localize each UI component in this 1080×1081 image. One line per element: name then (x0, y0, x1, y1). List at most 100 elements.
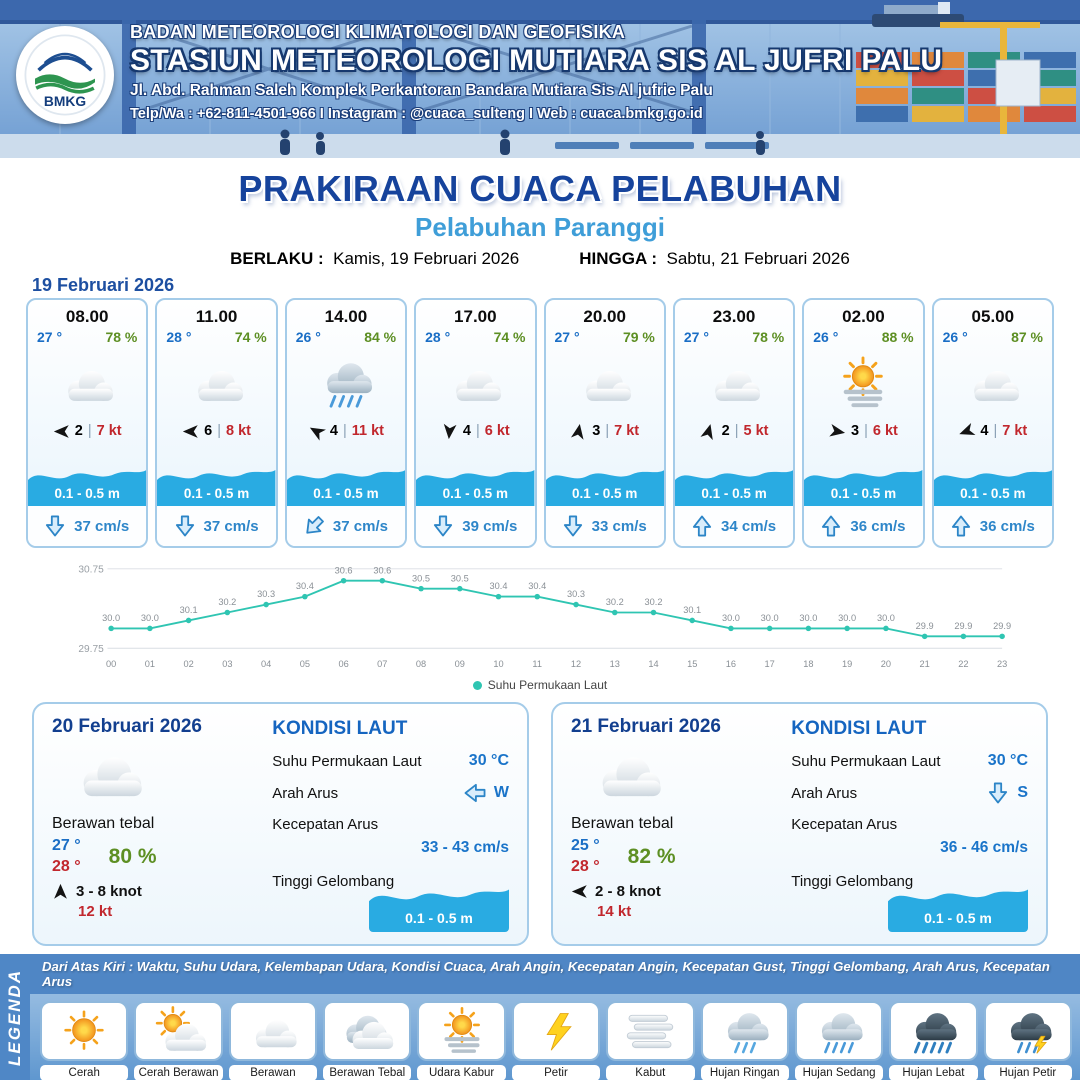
wind-row: 3 | 7 kt (570, 419, 639, 443)
svg-text:29.9: 29.9 (954, 621, 972, 631)
current-direction-row: Arah Arus W (272, 782, 509, 804)
svg-text:30.75: 30.75 (78, 564, 104, 575)
separator: | (475, 423, 480, 439)
separator: | (605, 423, 610, 439)
card-humidity: 78 % (752, 329, 785, 345)
wind-row: 6 | 8 kt (182, 419, 251, 443)
weather-berawan-icon (585, 738, 781, 813)
svg-text:04: 04 (261, 659, 271, 669)
current-speed-value: 36 - 46 cm/s (940, 839, 1028, 856)
sea-conditions-title: KONDISI LAUT (272, 718, 408, 739)
current-speed: 37 cm/s (203, 517, 259, 535)
legend-item-hujan-lebat: Hujan Lebat (889, 1001, 978, 1081)
card-time: 14.00 (324, 307, 368, 326)
sst-value: 30 °C (987, 752, 1028, 769)
svg-text:30.0: 30.0 (722, 613, 740, 623)
wind-speed: 6 (204, 423, 213, 439)
station-address: Jl. Abd. Rahman Saleh Komplek Perkantora… (130, 82, 713, 99)
validity-row: BERLAKU : Kamis, 19 Februari 2026 HINGGA… (0, 249, 1080, 269)
current-speed: 36 cm/s (979, 517, 1035, 535)
current-direction-row: Arah Arus S (791, 782, 1028, 804)
wind-row: 4 | 6 kt (441, 419, 510, 443)
svg-text:18: 18 (803, 659, 813, 669)
hourly-card: 23.00 27 ° 78 % 2 | 5 kt 0.1 - 0.5 m 34 … (672, 298, 796, 548)
weather-berawan-icon (186, 347, 248, 419)
card-time: 11.00 (195, 307, 238, 326)
legend-item-label: Berawan (228, 1065, 318, 1081)
svg-text:10: 10 (493, 659, 503, 669)
berlaku-value: Kamis, 19 Februari 2026 (333, 249, 520, 268)
svg-text:30.4: 30.4 (490, 581, 508, 591)
temp-humidity-row: 28 ° 74 % (416, 327, 534, 345)
hujan-sedang-icon (794, 1001, 884, 1061)
svg-text:14: 14 (648, 659, 658, 669)
legend-item-cerah: Cerah (40, 1001, 129, 1081)
svg-text:30.1: 30.1 (683, 605, 701, 615)
wave-height-label: Tinggi Gelombang (791, 873, 914, 890)
legend-section: LEGENDA Dari Atas Kiri : Waktu, Suhu Uda… (0, 954, 1080, 1081)
gust-speed: 6 kt (484, 423, 510, 439)
svg-text:30.3: 30.3 (567, 589, 585, 599)
legend-item-label: Hujan Petir (983, 1065, 1072, 1081)
legend-item-label: Hujan Ringan (700, 1065, 789, 1081)
wave-height-band: 0.1 - 0.5 m (933, 462, 1052, 506)
svg-text:30.4: 30.4 (528, 581, 546, 591)
legend-item-label: Kabut (606, 1065, 695, 1081)
card-time: 08.00 (65, 307, 109, 326)
wind-row: 2 - 8 knot (571, 883, 781, 900)
wave-height-value: 0.1 - 0.5 m (405, 910, 473, 926)
wind-row: 2 | 5 kt (700, 419, 769, 443)
hourly-date: 19 Februari 2026 (32, 275, 175, 295)
wave-height: 0.1 - 0.5 m (701, 486, 767, 501)
separator: | (864, 423, 868, 439)
wind-direction-icon (700, 423, 717, 440)
chart-legend: Suhu Permukaan Laut (26, 678, 1054, 692)
svg-text:00: 00 (106, 659, 116, 669)
svg-text:06: 06 (338, 659, 348, 669)
weather-berawan-icon (56, 347, 118, 419)
legend-note: Dari Atas Kiri : Waktu, Suhu Udara, Kele… (30, 954, 1080, 994)
hingga-value: Sabtu, 21 Februari 2026 (666, 249, 850, 268)
svg-text:30.0: 30.0 (761, 613, 779, 623)
legend-item-hujan-petir: Hujan Petir (983, 1001, 1072, 1081)
legend-item-udara-kabur: Udara Kabur (417, 1001, 506, 1081)
berlaku-label: BERLAKU : (230, 249, 324, 268)
cerah-icon (40, 1001, 129, 1061)
separator: | (342, 423, 347, 439)
gust-speed: 7 kt (614, 423, 640, 439)
svg-text:30.2: 30.2 (218, 597, 236, 607)
legend-item-label: Hujan Lebat (889, 1065, 978, 1081)
legend-item-cerah-berawan: Cerah Berawan (134, 1001, 223, 1081)
gust-speed: 7 kt (96, 423, 122, 439)
hourly-card: 08.00 27 ° 78 % 2 | 7 kt 0.1 - 0.5 m 37 … (26, 298, 149, 548)
legend-item-label: Berawan Tebal (323, 1065, 412, 1081)
udara-kabur-icon (417, 1001, 506, 1061)
current-row: 36 cm/s (804, 506, 923, 546)
gust-speed: 5 kt (743, 423, 769, 439)
current-speed-value: 33 - 43 cm/s (421, 839, 509, 856)
hourly-card: 11.00 28 ° 74 % 6 | 8 kt 0.1 - 0.5 m 37 … (155, 298, 278, 548)
current-speed-label: Kecepatan Arus (272, 816, 379, 833)
current-direction-letter: W (493, 784, 509, 801)
daily-card: 21 Februari 2026 Berawan tebal 25 ° 28 °… (551, 702, 1048, 946)
current-direction-icon (821, 515, 841, 537)
svg-text:01: 01 (145, 659, 155, 669)
svg-text:BMKG: BMKG (44, 94, 86, 109)
temp-humidity-row: 26 ° 84 % (287, 327, 405, 345)
svg-text:16: 16 (726, 659, 736, 669)
svg-text:30.3: 30.3 (257, 589, 275, 599)
wind-speed: 4 (980, 423, 989, 439)
poster-title: PRAKIRAAN CUACA PELABUHAN (238, 168, 842, 209)
temp-humidity-row: 26 ° 88 % (804, 327, 922, 345)
weather-berawan-icon (66, 738, 262, 813)
port-illustration (0, 0, 1080, 158)
svg-text:30.4: 30.4 (296, 581, 314, 591)
card-time: 23.00 (712, 307, 756, 326)
legend-items: Cerah Cerah Berawan Berawan Berawan Teba… (0, 994, 1080, 1081)
separator: | (734, 423, 739, 439)
wave-height: 0.1 - 0.5 m (960, 486, 1026, 501)
legend-item-label: Cerah Berawan (134, 1065, 223, 1081)
svg-text:30.0: 30.0 (838, 613, 856, 623)
svg-text:08: 08 (416, 659, 426, 669)
sst-chart: 29.75 30.75 30.0 00 30.0 01 30.1 02 30.2 03 30.3 04… (78, 564, 1011, 669)
